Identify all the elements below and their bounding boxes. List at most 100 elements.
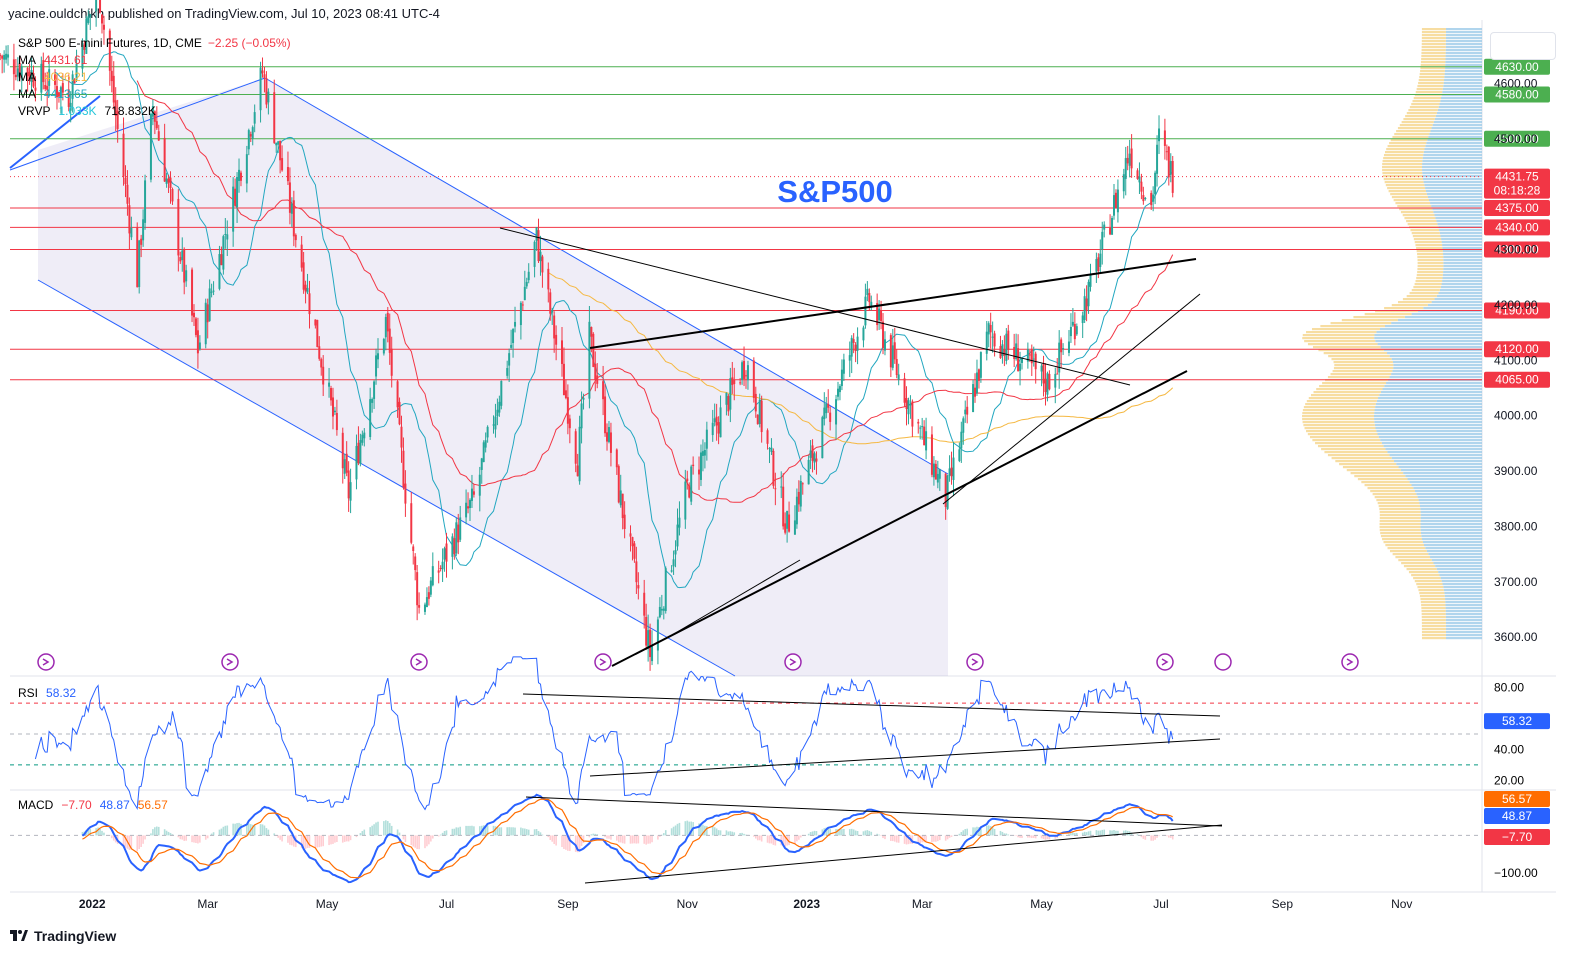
vrvp-down-bar [1411,289,1440,292]
macd-histogram-bar [334,835,336,843]
vrvp-down-bar [1416,274,1443,277]
level-label: 4120.00 [1495,342,1539,356]
candle-body [457,524,460,543]
vrvp-up-bar [1445,625,1482,628]
macd-histogram-bar [555,835,557,846]
macd-histogram-bar [81,831,84,836]
macd-histogram-bar [193,835,195,843]
candle-body [390,348,393,376]
candle-body [198,342,201,350]
candle-body [89,13,92,18]
candle-body [112,75,115,103]
vrvp-up-bar [1445,628,1482,631]
candle-body [1113,195,1115,216]
macd-signal-line [82,798,1173,879]
candle-body [793,520,796,535]
vrvp-down-bar [1420,70,1445,73]
vrvp-up-bar [1422,160,1482,163]
macd-histogram-bar [533,829,536,836]
level-label: 4375.00 [1495,201,1539,215]
macd-histogram-bar [617,835,620,843]
candle-body [674,550,677,555]
macd-histogram-bar [412,835,415,847]
candle-body [494,416,497,430]
macd-histogram-bar [220,828,223,836]
vrvp-down-bar [1382,538,1423,541]
candle-body [566,397,569,424]
candle-body [423,604,426,612]
vrvp-up-bar [1427,304,1482,307]
vrvp-down-bar [1417,85,1444,88]
candle-body [698,469,701,475]
vrvp-down-bar [1415,91,1443,94]
vrvp-down-bar [1417,271,1444,274]
vrvp-up-bar [1375,427,1482,430]
candle-body [369,399,372,437]
vrvp-down-bar [1379,520,1421,523]
vrvp-down-bar [1408,109,1438,112]
macd-histogram-bar [893,835,896,842]
x-tick-label: 2023 [793,897,820,911]
macd-histogram-bar [576,835,579,853]
vrvp-down-bar [1327,454,1390,457]
candle-body [208,288,211,321]
macd-histogram-bar [715,828,718,836]
candle-body [412,546,415,551]
macd-histogram-bar [347,835,350,842]
candle-body [1169,161,1172,175]
vrvp-down-bar [1319,385,1385,388]
last-price-box [1484,168,1550,199]
candle-body [361,434,364,443]
vrvp-up-bar [1392,370,1482,373]
macd-histogram-bar [1048,835,1051,840]
vrvp-up-bar [1383,445,1482,448]
candle-body [950,467,953,477]
candle-body [766,430,769,444]
vrvp-up-bar [1445,46,1482,49]
macd-histogram-bar [1085,832,1088,836]
vrvp-down-bar [1418,82,1444,85]
candle-body [637,585,640,589]
macd-histogram-bar [97,827,99,836]
candle-body [1067,341,1070,353]
vrvp-down-bar [1333,361,1393,364]
vrvp-down-bar [1421,634,1446,637]
candle-body [341,432,344,469]
tradingview-brand[interactable]: TradingView [34,928,117,944]
candle-body [427,592,430,599]
candle-body [130,227,133,238]
macd-histogram-bar [633,835,636,844]
vrvp-up-bar [1437,109,1482,112]
candle-body [1040,365,1043,372]
macd-histogram-bar [441,832,444,836]
vrvp-up-bar [1442,250,1482,253]
candle-body [645,616,648,646]
candle-body [61,83,64,93]
vrvp-up-bar [1391,358,1482,361]
macd-histogram-bar [293,835,295,847]
candle-body [238,169,241,182]
chart-settings-button[interactable] [1490,32,1556,60]
candle-body [304,284,307,292]
candle-body [333,410,336,413]
vrvp-up-bar [1422,538,1482,541]
vrvp-down-bar [1401,562,1434,565]
macd-histogram-bar [664,830,667,836]
vrvp-down-bar [1357,478,1408,481]
macd-histogram-bar [1083,831,1086,836]
macd-histogram-bar [561,835,563,848]
vrvp-up-bar [1438,292,1482,295]
candle-body [451,536,454,557]
vrvp-down-bar [1331,457,1392,460]
candle-body [964,409,967,415]
candle-body [347,470,350,499]
macd-histogram-bar [87,829,90,836]
vrvp-up-bar [1387,451,1482,454]
vrvp-down-bar [1378,505,1420,508]
vrvp-up-bar [1397,319,1482,322]
candle-body [249,134,252,137]
macd-histogram-bar [923,835,925,843]
macd-histogram-bar [167,831,170,836]
vrvp-up-bar [1442,277,1482,280]
